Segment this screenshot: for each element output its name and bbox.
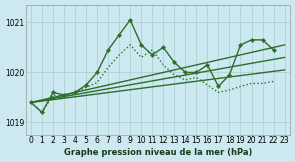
X-axis label: Graphe pression niveau de la mer (hPa): Graphe pression niveau de la mer (hPa) xyxy=(64,148,252,157)
